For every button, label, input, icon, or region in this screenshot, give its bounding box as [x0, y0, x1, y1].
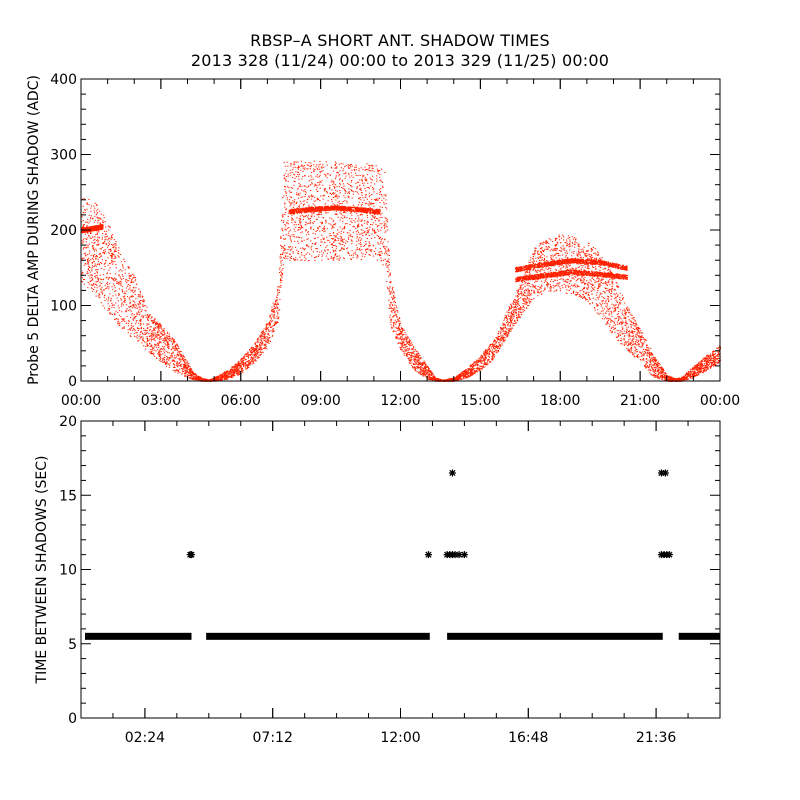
- top-plot-axes: 0 100 200 300 400 00:00 03:00 06:00 09:00 12:00 15…: [50, 72, 740, 409]
- top-plot-x-tick-label: 00:00: [61, 393, 101, 409]
- top-plot-y-tick-label: 300: [50, 148, 77, 164]
- bottom-plot-axes: 0 5 10 15 20 02:24 07:12 12:00 16:48 21:36: [59, 414, 721, 746]
- top-plot-y-tick-label: 0: [68, 374, 77, 390]
- bottom-plot-x-tick-label: 07:12: [253, 730, 293, 746]
- baseline-marker-run: [84, 632, 192, 640]
- bottom-plot-y-tick-label: 5: [68, 637, 77, 653]
- top-plot-y-tick-label: 200: [50, 223, 77, 239]
- top-plot-x-tick-label: 00:00: [700, 393, 740, 409]
- bottom-plot-x-tick-label: 12:00: [380, 730, 420, 746]
- top-plot-x-tick-label: 09:00: [300, 393, 340, 409]
- bottom-plot-y-tick-label: 15: [59, 488, 77, 504]
- asterisk-marker: [665, 551, 673, 559]
- top-plot-delta-amp: 0 100 200 300 400 00:00 03:00 06:00 09:00 12:00 15…: [26, 72, 740, 409]
- asterisk-marker: [455, 551, 463, 559]
- top-plot-x-tick-label: 15:00: [460, 393, 500, 409]
- top-plot-y-tick-label: 100: [50, 299, 77, 315]
- top-plot-x-tick-label: 03:00: [141, 393, 181, 409]
- bottom-plot-x-tick-label: 21:36: [636, 730, 676, 746]
- baseline-marker-run: [678, 632, 720, 640]
- top-plot-y-tick-label: 400: [50, 72, 77, 88]
- delta-amp-point-cloud: [81, 160, 722, 382]
- bottom-plot-time-between-shadows: 0 5 10 15 20 02:24 07:12 12:00 16:48 21:36 TIME B…: [34, 414, 721, 746]
- top-plot-y-axis-label: Probe 5 DELTA AMP DURING SHADOW (ADC): [26, 75, 42, 385]
- top-plot-x-tick-label: 21:00: [620, 393, 660, 409]
- asterisk-marker: [661, 469, 669, 477]
- bottom-plot-x-tick-label: 02:24: [125, 730, 165, 746]
- asterisk-marker: [424, 551, 432, 559]
- chart-title-line-1: RBSP–A SHORT ANT. SHADOW TIMES: [250, 31, 550, 50]
- asterisk-marker: [657, 469, 665, 477]
- asterisk-marker: [451, 551, 459, 559]
- bottom-plot-x-tick-label: 16:48: [508, 730, 548, 746]
- bottom-plot-frame: [80, 420, 721, 719]
- bottom-plot-y-tick-label: 0: [68, 711, 77, 727]
- top-plot-x-tick-label: 06:00: [221, 393, 261, 409]
- baseline-marker-run: [447, 632, 663, 640]
- chart-title-line-2: 2013 328 (11/24) 00:00 to 2013 329 (11/2…: [190, 51, 610, 70]
- top-plot-x-tick-label: 18:00: [540, 393, 580, 409]
- bottom-plot-y-tick-label: 10: [59, 563, 77, 579]
- asterisk-marker: [460, 551, 468, 559]
- bottom-plot-points: [84, 469, 720, 640]
- bottom-plot-y-tick-label: 20: [59, 414, 77, 430]
- top-plot-points: [81, 160, 722, 382]
- asterisk-marker: [187, 551, 195, 559]
- baseline-marker-run: [206, 632, 430, 640]
- asterisk-marker: [448, 469, 456, 477]
- top-plot-x-tick-label: 12:00: [380, 393, 420, 409]
- bottom-plot-y-axis-label: TIME BETWEEN SHADOWS (SEC): [34, 456, 50, 685]
